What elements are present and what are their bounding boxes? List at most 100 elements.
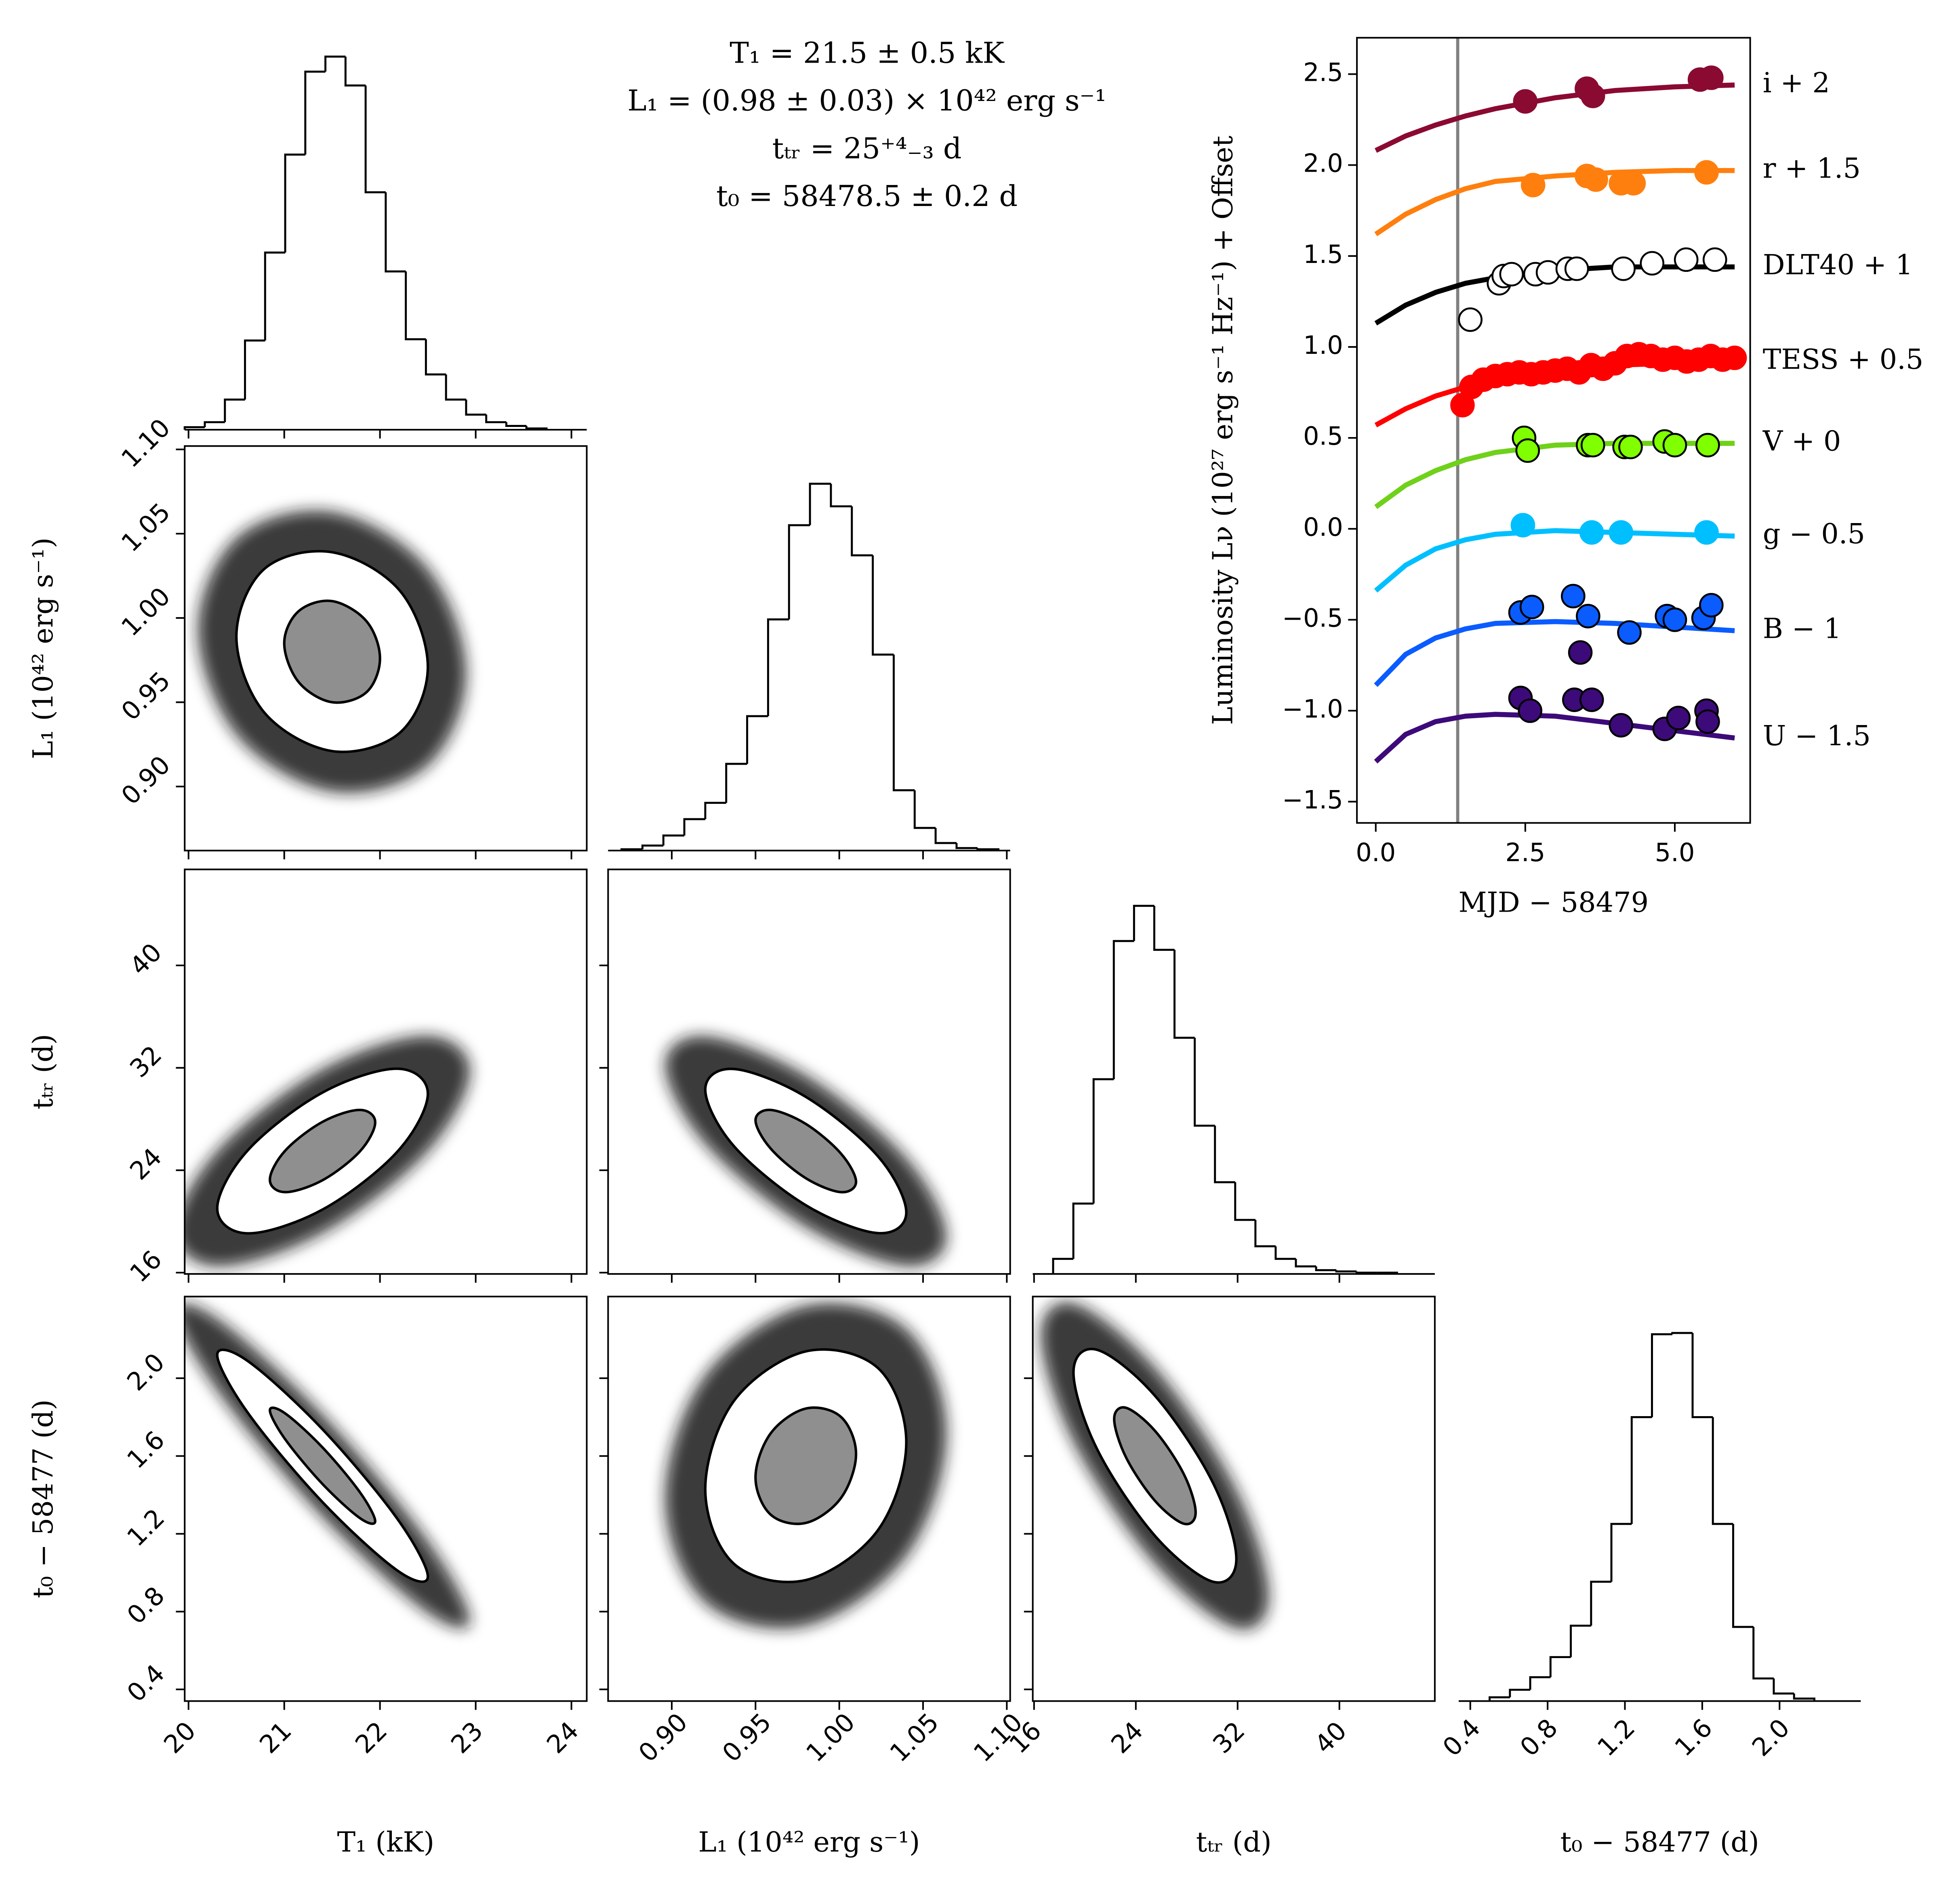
data-point xyxy=(1666,706,1691,730)
y-axis-label: L₁ (10⁴² erg s⁻¹) xyxy=(27,538,59,759)
x-axis-label: L₁ (10⁴² erg s⁻¹) xyxy=(698,1826,920,1858)
y-tick-label: 16 xyxy=(124,1244,168,1288)
y-tick-label: 32 xyxy=(124,1040,168,1083)
data-point xyxy=(1609,713,1634,738)
data-point xyxy=(1560,584,1586,609)
data-point xyxy=(1518,698,1543,723)
data-point xyxy=(1609,520,1634,545)
title-line: tₜᵣ = 25⁺⁴₋₃ d xyxy=(772,132,962,165)
fit-curve xyxy=(1374,619,1735,687)
hist-bin xyxy=(746,715,768,764)
hist-bin xyxy=(620,848,643,851)
hist-bin xyxy=(1112,940,1134,1079)
x-tick-label: 0.90 xyxy=(633,1707,693,1768)
hist-bin xyxy=(1489,1696,1510,1701)
y-tick-label: 0.5 xyxy=(1303,421,1343,451)
hist-bin xyxy=(344,57,366,87)
hist-bin xyxy=(1295,1259,1316,1267)
data-point xyxy=(1515,438,1540,463)
data-point xyxy=(1579,687,1604,712)
hist-bin xyxy=(641,844,664,849)
hist-bin xyxy=(485,414,507,423)
y-tick-label: 40 xyxy=(124,937,168,981)
panel-frame xyxy=(607,1295,1011,1702)
plot-frame xyxy=(1356,37,1751,824)
y-tick-label: 1.0 xyxy=(1303,330,1343,360)
hist-bin xyxy=(324,55,346,72)
hist-bin xyxy=(1274,1246,1296,1260)
contour xyxy=(1113,1406,1197,1526)
x-tick-label: 0.4 xyxy=(1437,1713,1486,1762)
data-point xyxy=(1535,260,1560,285)
y-tick-label: 1.10 xyxy=(116,413,176,473)
fit-curve xyxy=(1375,82,1735,153)
hist-bin xyxy=(1773,1678,1794,1695)
y-tick-label: 2.5 xyxy=(1303,58,1343,87)
data-point xyxy=(1699,65,1724,90)
x-tick-label: 0.95 xyxy=(717,1707,777,1768)
hist-bin xyxy=(662,834,685,846)
hist-bin xyxy=(1072,1202,1094,1259)
panel-frame xyxy=(184,445,588,851)
data-point xyxy=(1618,435,1643,459)
y-axis-label: Luminosity Lν (10²⁷ erg s⁻¹ Hz⁻¹) + Offs… xyxy=(1207,136,1239,725)
hist-bin xyxy=(1092,1078,1114,1204)
panel-frame xyxy=(184,1295,588,1702)
hist-bin xyxy=(1194,1038,1215,1127)
fit-curve xyxy=(1374,528,1735,593)
data-point xyxy=(1695,709,1720,734)
data-point xyxy=(1580,433,1605,458)
x-tick-label: 20 xyxy=(158,1716,202,1759)
y-tick-label: 0.0 xyxy=(1303,512,1343,542)
series-label: U − 1.5 xyxy=(1763,720,1871,752)
hist-bin xyxy=(1549,1656,1571,1677)
data-point xyxy=(1576,604,1600,628)
data-point xyxy=(1662,433,1687,458)
panel xyxy=(1041,1302,1269,1629)
x-tick-label: 22 xyxy=(349,1716,393,1759)
x-tick-label: 21 xyxy=(254,1716,297,1759)
series-label: i + 2 xyxy=(1763,67,1830,99)
hist-bin xyxy=(809,483,831,525)
series-label: g − 0.5 xyxy=(1763,518,1865,550)
y-tick-label: 0.90 xyxy=(116,750,176,811)
series-label: TESS + 0.5 xyxy=(1763,343,1924,376)
data-point xyxy=(1722,345,1747,370)
contour xyxy=(754,1406,858,1525)
x-tick-label: 2.0 xyxy=(1746,1713,1796,1762)
hist-bin xyxy=(204,421,225,427)
x-tick-label: 1.05 xyxy=(884,1707,944,1768)
y-tick-label: 0.95 xyxy=(116,666,176,726)
hist-bin xyxy=(704,802,726,820)
title-line: t₀ = 58478.5 ± 0.2 d xyxy=(716,179,1018,213)
y-tick-label: 2.0 xyxy=(1303,149,1343,178)
hist-bin xyxy=(1133,905,1155,941)
hist-bin xyxy=(1214,1125,1235,1183)
hist-bin xyxy=(683,818,705,836)
hist-bin xyxy=(1732,1524,1754,1628)
hist-bin xyxy=(364,85,386,193)
y-tick-label: 1.2 xyxy=(121,1503,170,1552)
hist-bin xyxy=(1052,1258,1074,1274)
hist-bin xyxy=(851,506,873,557)
panel xyxy=(665,1303,947,1629)
contour xyxy=(754,1108,858,1194)
data-point xyxy=(1611,256,1636,281)
hist-bin xyxy=(1712,1417,1733,1525)
data-point xyxy=(1674,247,1699,272)
data-point xyxy=(1699,593,1724,618)
plot-area xyxy=(1374,38,1747,823)
x-tick-label: 24 xyxy=(541,1716,585,1759)
hist-bin xyxy=(725,763,747,803)
y-tick-label: 1.6 xyxy=(121,1425,170,1474)
hist-bin xyxy=(183,426,205,430)
hist-bin xyxy=(1671,1332,1693,1335)
data-point xyxy=(1579,520,1604,545)
data-point xyxy=(1568,640,1593,665)
hist-bin xyxy=(934,828,957,844)
hist-bin xyxy=(1793,1693,1815,1701)
y-tick-label: 1.5 xyxy=(1303,240,1343,269)
hist-bin xyxy=(1651,1333,1672,1417)
y-axis-label: t₀ − 58477 (d) xyxy=(27,1400,59,1598)
